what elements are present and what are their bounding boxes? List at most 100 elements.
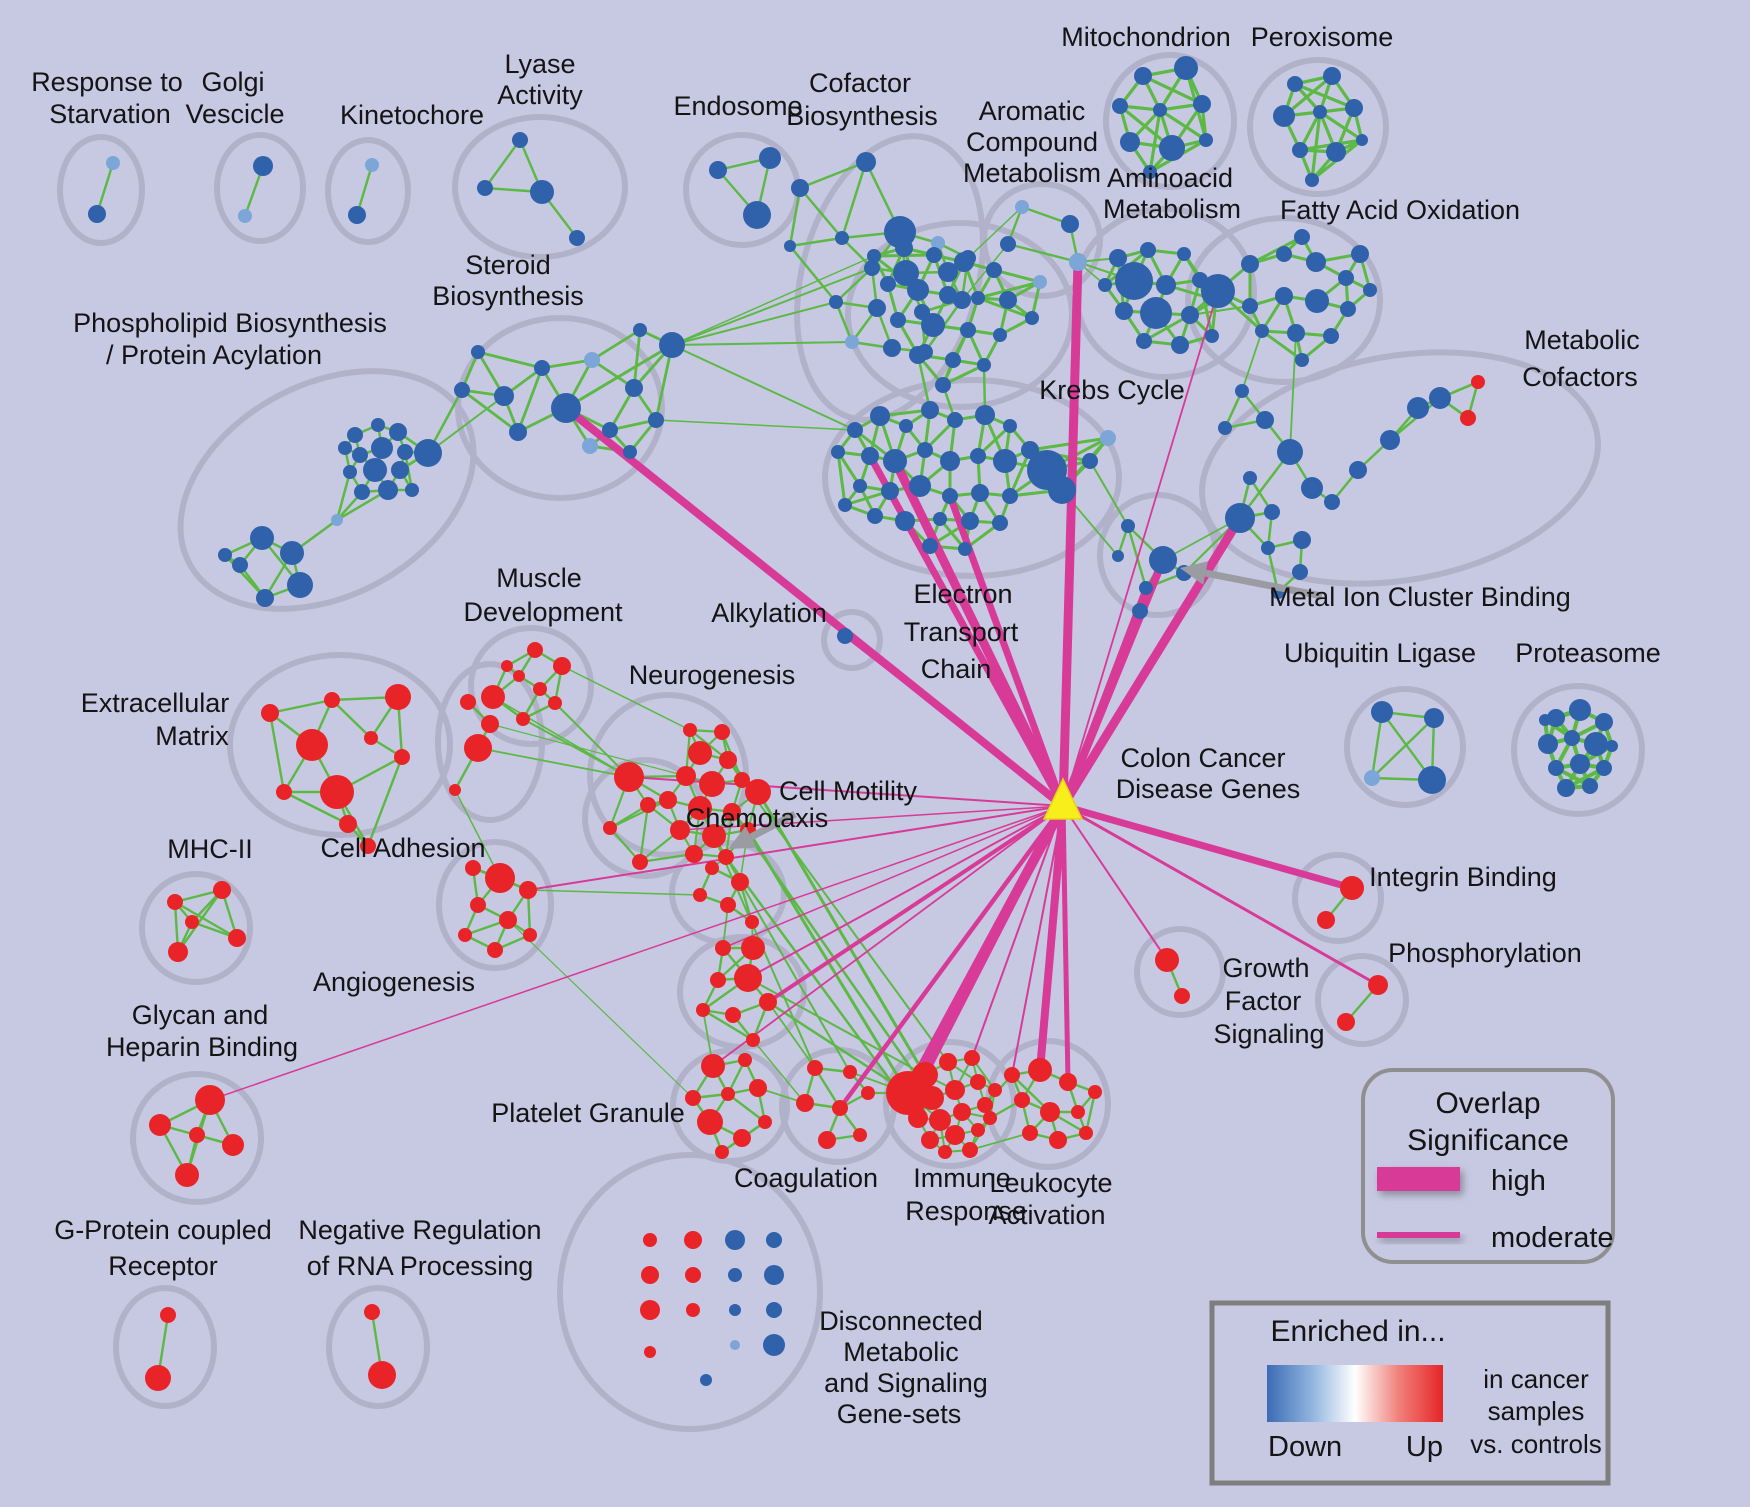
gene-set-node[interactable] (232, 557, 248, 573)
gene-set-node[interactable] (730, 1340, 740, 1350)
gene-set-node[interactable] (499, 911, 517, 929)
gene-set-node[interactable] (893, 260, 919, 286)
gene-set-node[interactable] (363, 458, 387, 482)
gene-set-node[interactable] (993, 449, 1017, 473)
gene-set-node[interactable] (1407, 397, 1429, 419)
gene-set-node[interactable] (953, 1103, 971, 1121)
gene-set-node[interactable] (733, 1129, 751, 1147)
gene-set-node[interactable] (1569, 699, 1591, 721)
gene-set-node[interactable] (1287, 324, 1305, 342)
gene-set-node[interactable] (986, 262, 1002, 278)
gene-set-node[interactable] (1235, 384, 1249, 398)
gene-set-node[interactable] (1136, 333, 1152, 349)
gene-set-node[interactable] (670, 820, 690, 840)
gene-set-node[interactable] (725, 1230, 745, 1250)
gene-set-node[interactable] (1356, 134, 1368, 146)
gene-set-node[interactable] (856, 152, 876, 172)
gene-set-node[interactable] (715, 940, 731, 956)
gene-set-node[interactable] (614, 762, 644, 792)
gene-set-node[interactable] (970, 448, 986, 464)
gene-set-node[interactable] (921, 313, 945, 337)
gene-set-node[interactable] (1225, 503, 1255, 533)
gene-set-node[interactable] (845, 335, 859, 349)
gene-set-node[interactable] (1548, 760, 1564, 776)
gene-set-node[interactable] (331, 514, 343, 526)
gene-set-node[interactable] (759, 147, 781, 169)
gene-set-node[interactable] (1292, 142, 1308, 158)
gene-set-node[interactable] (1156, 275, 1176, 295)
gene-set-node[interactable] (883, 339, 901, 357)
gene-set-node[interactable] (1261, 541, 1275, 555)
gene-set-node[interactable] (338, 441, 352, 455)
gene-set-node[interactable] (945, 1125, 965, 1145)
gene-set-node[interactable] (195, 1085, 225, 1115)
gene-set-node[interactable] (688, 796, 712, 820)
gene-set-node[interactable] (648, 412, 664, 428)
gene-set-node[interactable] (837, 628, 853, 644)
gene-set-node[interactable] (912, 1062, 938, 1088)
gene-set-node[interactable] (938, 1145, 952, 1159)
gene-set-node[interactable] (1181, 306, 1199, 324)
gene-set-node[interactable] (719, 751, 737, 769)
gene-set-node[interactable] (1305, 289, 1329, 313)
gene-set-node[interactable] (731, 873, 749, 891)
gene-set-node[interactable] (189, 1127, 205, 1143)
gene-set-node[interactable] (977, 358, 991, 372)
gene-set-node[interactable] (477, 180, 493, 196)
gene-set-node[interactable] (1338, 270, 1354, 286)
gene-set-node[interactable] (725, 1007, 741, 1023)
gene-set-node[interactable] (347, 427, 363, 443)
gene-set-node[interactable] (835, 231, 849, 245)
gene-set-node[interactable] (1000, 236, 1016, 252)
gene-set-node[interactable] (977, 1097, 993, 1113)
gene-set-node[interactable] (533, 682, 547, 696)
gene-set-node[interactable] (256, 589, 274, 607)
gene-set-node[interactable] (1595, 713, 1613, 731)
gene-set-node[interactable] (1256, 411, 1274, 429)
gene-set-node[interactable] (640, 1300, 660, 1320)
gene-set-node[interactable] (365, 158, 379, 172)
gene-set-node[interactable] (953, 291, 971, 309)
gene-set-node[interactable] (391, 461, 409, 479)
gene-set-node[interactable] (1363, 283, 1377, 297)
gene-set-node[interactable] (250, 526, 274, 550)
gene-set-node[interactable] (720, 897, 736, 913)
gene-set-node[interactable] (743, 201, 771, 229)
gene-set-node[interactable] (1349, 461, 1367, 479)
gene-set-node[interactable] (838, 498, 852, 512)
gene-set-node[interactable] (458, 928, 472, 942)
gene-set-node[interactable] (684, 1231, 702, 1249)
gene-set-node[interactable] (1069, 253, 1087, 271)
gene-set-node[interactable] (1277, 439, 1303, 465)
gene-set-node[interactable] (729, 1304, 741, 1316)
gene-set-node[interactable] (1121, 519, 1135, 533)
gene-set-node[interactable] (1584, 732, 1608, 756)
gene-set-node[interactable] (909, 346, 927, 364)
gene-set-node[interactable] (1071, 1105, 1085, 1119)
gene-set-node[interactable] (870, 406, 890, 426)
gene-set-node[interactable] (917, 442, 933, 458)
gene-set-node[interactable] (1022, 1125, 1038, 1141)
gene-set-node[interactable] (168, 942, 188, 962)
gene-set-node[interactable] (1273, 105, 1295, 127)
gene-set-node[interactable] (213, 881, 231, 899)
gene-set-node[interactable] (643, 1233, 657, 1247)
gene-set-node[interactable] (958, 542, 972, 556)
gene-set-node[interactable] (1371, 701, 1393, 723)
gene-set-node[interactable] (633, 323, 647, 337)
gene-set-node[interactable] (832, 1100, 848, 1116)
gene-set-node[interactable] (702, 824, 726, 848)
gene-set-node[interactable] (167, 894, 183, 910)
gene-set-node[interactable] (1301, 477, 1323, 499)
gene-set-node[interactable] (352, 447, 368, 463)
gene-set-node[interactable] (582, 438, 598, 454)
gene-set-node[interactable] (602, 422, 618, 438)
gene-set-node[interactable] (942, 488, 958, 504)
gene-set-node[interactable] (569, 230, 585, 246)
gene-set-node[interactable] (1115, 302, 1133, 320)
gene-set-node[interactable] (766, 1302, 782, 1318)
gene-set-node[interactable] (686, 1303, 700, 1317)
gene-set-node[interactable] (1174, 56, 1198, 80)
gene-set-node[interactable] (818, 1131, 836, 1149)
gene-set-node[interactable] (999, 291, 1017, 309)
